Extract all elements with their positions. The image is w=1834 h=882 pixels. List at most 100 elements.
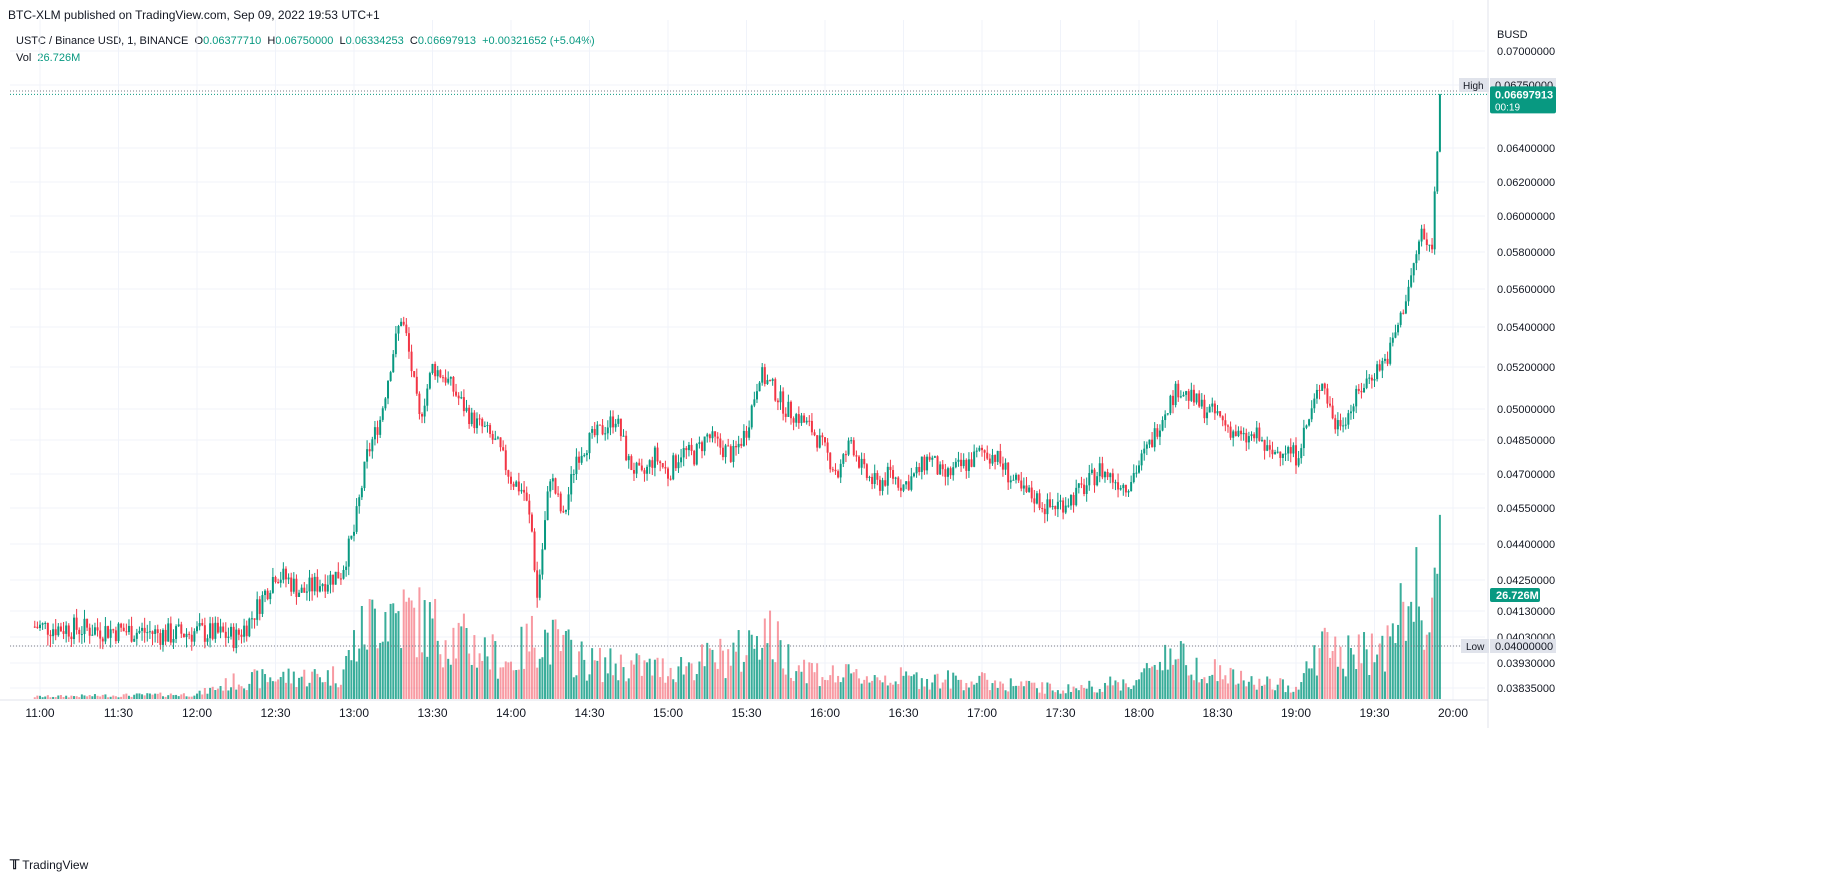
candle-body (232, 626, 235, 649)
volume-bar (761, 647, 764, 699)
candle-body (1106, 471, 1109, 478)
volume-bar (926, 678, 929, 699)
volume-bar (643, 660, 646, 699)
candle-body (1402, 312, 1405, 314)
volume-bar (175, 694, 178, 699)
candle-body (1423, 228, 1426, 240)
candle-body (737, 443, 740, 448)
volume-bar (1177, 658, 1180, 699)
candle-body (918, 467, 921, 473)
volume-bar (557, 629, 560, 699)
candle-body (912, 473, 915, 477)
volume-bar (209, 687, 212, 699)
volume-bar (753, 648, 756, 699)
candle-body (256, 599, 259, 620)
candle-body (1255, 427, 1258, 439)
candle-body (1161, 420, 1164, 431)
candle-body (698, 442, 701, 445)
volume-bar (570, 639, 573, 699)
candle-body (316, 576, 319, 592)
volume-bar (67, 697, 70, 699)
volume-bar (295, 686, 298, 699)
candle-body (1062, 500, 1065, 513)
candle-body (954, 461, 957, 468)
candle-body (96, 627, 99, 631)
candle-body (1334, 418, 1337, 430)
volume-bar (1185, 665, 1188, 699)
candle-body (146, 632, 149, 634)
volume-bar (1156, 669, 1159, 699)
candle-body (227, 636, 230, 638)
candle-body (201, 623, 204, 626)
volume-bar (224, 678, 227, 699)
volume-bar (630, 660, 633, 699)
candle-body (776, 400, 779, 403)
volume-bar (407, 597, 410, 699)
high-marker-tag (1459, 78, 1489, 92)
volume-bar (125, 693, 128, 699)
volume-bar (172, 695, 175, 699)
volume-bar (585, 680, 588, 699)
volume-bar (1428, 632, 1431, 699)
candle-body (326, 584, 329, 592)
volume-bar (107, 697, 110, 699)
volume-bar (1001, 683, 1004, 699)
volume-bar (892, 684, 895, 699)
volume-bar (1370, 633, 1373, 699)
volume-bar (912, 674, 915, 699)
volume-bar (1226, 683, 1229, 699)
candle-body (1279, 451, 1282, 458)
volume-bar (844, 664, 847, 699)
candle-body (1287, 447, 1290, 454)
candle-body (685, 448, 688, 451)
candle-body (970, 459, 973, 467)
volume-bar (436, 640, 439, 699)
candle-body (530, 514, 533, 532)
volume-bar (298, 677, 301, 699)
volume-bar (698, 661, 701, 699)
candle-body (892, 469, 895, 479)
volume-bar (1148, 668, 1151, 699)
candle-body (415, 376, 418, 394)
candle-body (551, 478, 554, 482)
candle-body (735, 445, 738, 448)
volume-bar (1240, 670, 1243, 699)
volume-bar (1381, 635, 1384, 699)
volume-bar (1297, 689, 1300, 699)
volume-bar (1410, 601, 1413, 699)
volume-bar (1415, 547, 1418, 699)
candle-body (1127, 491, 1130, 493)
candle-body (1247, 436, 1250, 443)
candle-body (1336, 420, 1339, 430)
candle-body (745, 430, 748, 438)
volume-bar (1287, 685, 1290, 699)
candle-body (646, 466, 649, 474)
candle-body (763, 367, 766, 384)
candle-body (813, 432, 816, 436)
candle-body (614, 423, 617, 428)
candle-body (936, 456, 939, 475)
candle-body (612, 416, 615, 428)
candle-body (1038, 493, 1041, 509)
volume-bar (1054, 692, 1057, 699)
volume-bar (533, 647, 536, 699)
candle-body (701, 442, 704, 452)
candle-body (797, 414, 800, 424)
volume-bar (1007, 691, 1010, 699)
volume-bar (1271, 689, 1274, 699)
volume-bar (711, 649, 714, 699)
candle-body (1069, 494, 1072, 506)
candle-body (583, 455, 586, 457)
volume-bar (402, 589, 405, 699)
volume-bar (465, 627, 468, 699)
volume-value: 26.726M (37, 52, 81, 64)
candle-body (1192, 389, 1195, 403)
time-tick-label: 11:00 (25, 706, 54, 720)
volume-bar (910, 676, 913, 699)
candle-body (933, 456, 936, 458)
candle-body (332, 574, 335, 585)
volume-bar (392, 603, 395, 699)
tradingview-logo-icon: 𝕋 (10, 857, 19, 872)
volume-bar (1035, 688, 1038, 699)
